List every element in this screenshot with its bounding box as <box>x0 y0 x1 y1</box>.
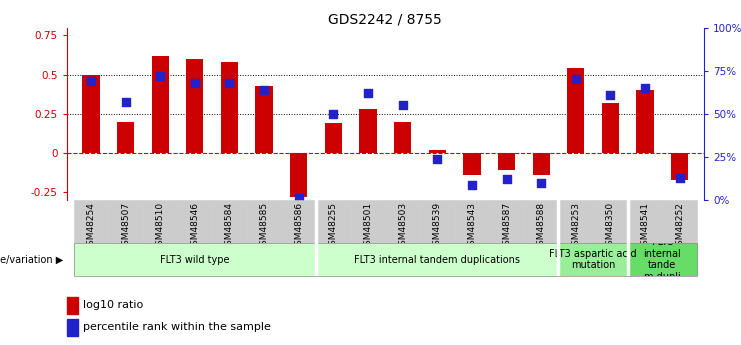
Point <box>674 175 685 180</box>
Text: GSM48503: GSM48503 <box>398 202 407 252</box>
Text: GSM48586: GSM48586 <box>294 202 303 252</box>
Bar <box>463 153 481 175</box>
Bar <box>325 123 342 153</box>
FancyBboxPatch shape <box>316 200 350 243</box>
Text: percentile rank within the sample: percentile rank within the sample <box>82 323 270 333</box>
Bar <box>498 153 515 170</box>
Point <box>293 196 305 201</box>
FancyBboxPatch shape <box>593 200 628 243</box>
Point <box>362 90 374 96</box>
Point <box>328 111 339 117</box>
Point <box>258 87 270 92</box>
Point <box>431 156 443 161</box>
Text: GSM48585: GSM48585 <box>259 202 268 252</box>
FancyBboxPatch shape <box>73 200 108 243</box>
Bar <box>221 62 238 153</box>
Bar <box>533 153 550 175</box>
Text: GSM48510: GSM48510 <box>156 202 165 252</box>
FancyBboxPatch shape <box>350 200 385 243</box>
Point <box>154 73 166 79</box>
Bar <box>67 319 78 336</box>
Text: GSM48507: GSM48507 <box>121 202 130 252</box>
Text: GSM48350: GSM48350 <box>606 202 615 252</box>
Bar <box>152 56 169 153</box>
Bar <box>186 59 204 153</box>
FancyBboxPatch shape <box>108 200 143 243</box>
Bar <box>428 150 446 153</box>
FancyBboxPatch shape <box>420 200 454 243</box>
FancyBboxPatch shape <box>662 200 697 243</box>
Title: GDS2242 / 8755: GDS2242 / 8755 <box>328 12 442 27</box>
Point <box>639 85 651 91</box>
Point <box>605 92 617 98</box>
Text: GSM48541: GSM48541 <box>640 202 650 251</box>
FancyBboxPatch shape <box>454 200 489 243</box>
FancyBboxPatch shape <box>524 200 559 243</box>
Bar <box>671 153 688 180</box>
Text: GSM48588: GSM48588 <box>536 202 545 252</box>
Bar <box>117 122 134 153</box>
FancyBboxPatch shape <box>178 200 212 243</box>
Text: FLT3 wild type: FLT3 wild type <box>160 255 230 265</box>
FancyBboxPatch shape <box>212 200 247 243</box>
Bar <box>359 109 376 153</box>
Text: FLT3 aspartic acid
mutation: FLT3 aspartic acid mutation <box>549 249 637 270</box>
Point <box>466 182 478 187</box>
Text: GSM48253: GSM48253 <box>571 202 580 251</box>
Point <box>119 99 131 105</box>
Bar <box>394 122 411 153</box>
Point <box>396 102 408 108</box>
Bar <box>82 75 99 153</box>
Bar <box>637 90 654 153</box>
Bar <box>567 68 585 153</box>
FancyBboxPatch shape <box>282 200 316 243</box>
Bar <box>67 297 78 314</box>
Text: FLT3 internal tandem duplications: FLT3 internal tandem duplications <box>354 255 520 265</box>
Point <box>85 78 97 84</box>
FancyBboxPatch shape <box>73 243 316 276</box>
Text: GSM48543: GSM48543 <box>468 202 476 251</box>
Bar <box>290 153 308 197</box>
Point <box>535 180 547 186</box>
FancyBboxPatch shape <box>628 243 697 276</box>
Bar <box>602 103 619 153</box>
Text: GSM48252: GSM48252 <box>675 202 684 251</box>
Text: GSM48254: GSM48254 <box>87 202 96 251</box>
FancyBboxPatch shape <box>385 200 420 243</box>
FancyBboxPatch shape <box>559 200 593 243</box>
FancyBboxPatch shape <box>489 200 524 243</box>
Text: GSM48546: GSM48546 <box>190 202 199 251</box>
FancyBboxPatch shape <box>143 200 178 243</box>
Text: GSM48584: GSM48584 <box>225 202 234 251</box>
FancyBboxPatch shape <box>559 243 628 276</box>
Bar <box>256 86 273 153</box>
Text: FLT3
internal
tande
m dupli: FLT3 internal tande m dupli <box>643 237 681 282</box>
Text: GSM48539: GSM48539 <box>433 202 442 252</box>
Point <box>570 77 582 82</box>
FancyBboxPatch shape <box>316 243 559 276</box>
Text: GSM48255: GSM48255 <box>329 202 338 251</box>
Point <box>224 80 236 86</box>
Point <box>501 177 513 182</box>
Text: GSM48501: GSM48501 <box>364 202 373 252</box>
Text: GSM48587: GSM48587 <box>502 202 511 252</box>
Text: log10 ratio: log10 ratio <box>82 300 143 310</box>
FancyBboxPatch shape <box>247 200 282 243</box>
Text: genotype/variation ▶: genotype/variation ▶ <box>0 255 64 265</box>
Point <box>189 80 201 86</box>
FancyBboxPatch shape <box>628 200 662 243</box>
